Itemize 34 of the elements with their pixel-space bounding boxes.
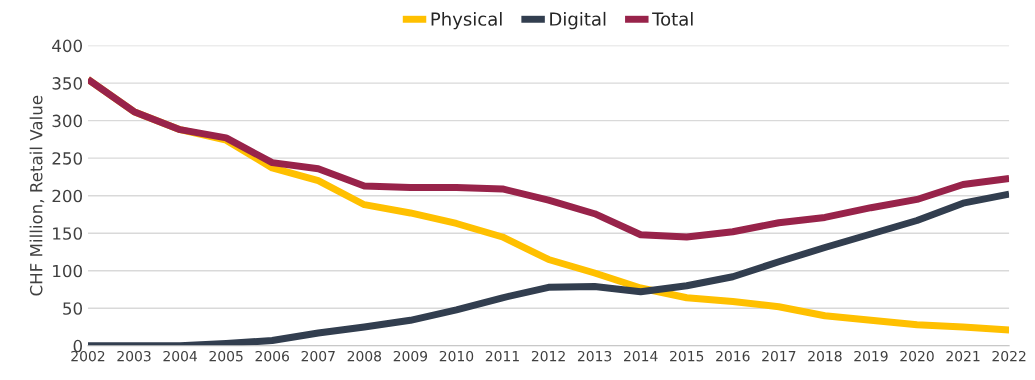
x-tick-label: 2019 bbox=[854, 350, 888, 362]
x-tick-label: 2003 bbox=[117, 350, 151, 362]
y-tick-label: 200 bbox=[52, 189, 83, 203]
x-tick-label: 2009 bbox=[393, 350, 428, 362]
x-tick-label: 2017 bbox=[762, 350, 796, 362]
y-tick-label: 150 bbox=[53, 227, 83, 240]
y-tick-label: 50 bbox=[63, 302, 83, 315]
y-tick-label: 300 bbox=[52, 114, 83, 128]
x-tick-label: 2008 bbox=[347, 350, 382, 362]
legend-label: Digital bbox=[550, 11, 606, 30]
x-tick-label: 2006 bbox=[255, 350, 289, 362]
x-tick-label: 2021 bbox=[946, 350, 980, 362]
y-tick-label: 350 bbox=[52, 77, 83, 90]
y-tick-label: 100 bbox=[53, 264, 83, 278]
x-tick-label: 2010 bbox=[439, 350, 474, 362]
x-tick-label: 2022 bbox=[992, 350, 1026, 362]
x-tick-label: 2005 bbox=[209, 350, 243, 362]
x-tick-label: 2014 bbox=[624, 350, 658, 362]
y-tick-label: 400 bbox=[52, 39, 83, 53]
x-tick-label: 2002 bbox=[71, 350, 105, 362]
legend-label: Physical bbox=[431, 11, 502, 30]
y-tick-label: 0 bbox=[73, 339, 83, 353]
x-tick-label: 2016 bbox=[716, 350, 750, 362]
x-tick-label: 2015 bbox=[670, 350, 704, 362]
x-tick-label: 2007 bbox=[301, 350, 335, 362]
y-axis-title: CHF Million, Retail Value bbox=[29, 95, 45, 296]
x-tick-label: 2004 bbox=[163, 350, 197, 362]
x-tick-label: 2020 bbox=[900, 350, 934, 362]
y-tick-label: 250 bbox=[52, 152, 83, 165]
x-tick-label: 2018 bbox=[808, 350, 842, 362]
x-tick-label: 2011 bbox=[485, 350, 519, 362]
x-tick-label: 2012 bbox=[531, 350, 565, 362]
x-tick-label: 2013 bbox=[577, 350, 612, 362]
legend-label: Total bbox=[652, 11, 693, 26]
